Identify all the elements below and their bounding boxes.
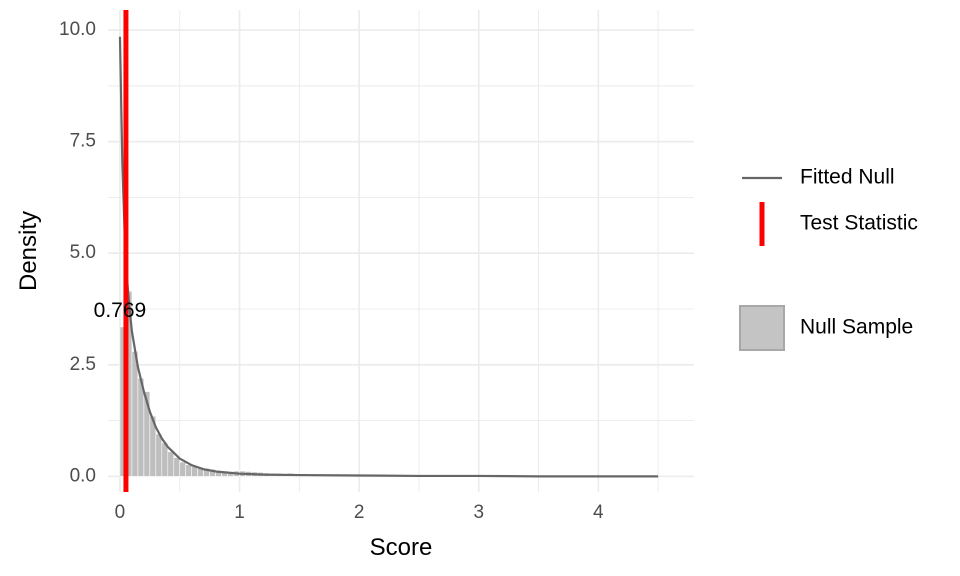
y-tick-label: 7.5: [70, 131, 96, 152]
fitted-null-line: [118, 36, 659, 478]
grid-layer: [108, 10, 694, 492]
histogram-bars: [119, 290, 659, 477]
x-tick-label: 2: [354, 502, 365, 523]
y-tick-label: 0.0: [70, 465, 96, 486]
legend-label-fitted-null: Fitted Null: [800, 166, 895, 189]
legend-null-sample-swatch: [739, 305, 785, 351]
histogram-bar: [179, 461, 187, 477]
annotation-label: 0.769: [94, 299, 147, 322]
histogram-bar: [131, 351, 139, 477]
legend: Fitted Null Test Statistic Null Sample: [739, 166, 918, 351]
histogram-bar: [185, 464, 193, 477]
x-tick-label: 1: [234, 502, 245, 523]
y-tick-label: 2.5: [70, 354, 96, 375]
x-tick-label: 3: [473, 502, 484, 523]
annotation-layer: 0.769: [94, 299, 147, 322]
x-tick-label: 4: [593, 502, 604, 523]
x-tick-label: 0: [115, 502, 126, 523]
x-axis-title: Score: [370, 534, 433, 561]
histogram-bar: [161, 442, 169, 477]
histogram-bar: [173, 457, 181, 477]
y-tick-label: 5.0: [70, 242, 96, 263]
histogram-bar: [137, 377, 145, 477]
legend-label-null-sample: Null Sample: [800, 316, 913, 339]
axis-layer: Score Density 0.0 2.5 5.0 7.5 10.0 0 1 2 3 4: [15, 19, 604, 561]
fitted-null-layer: [118, 36, 659, 478]
legend-label-test-statistic: Test Statistic: [800, 212, 918, 235]
y-tick-label: 10.0: [59, 19, 96, 40]
y-axis-title: Density: [15, 211, 42, 291]
histogram-bar: [155, 433, 163, 477]
histogram-bar: [167, 451, 175, 477]
